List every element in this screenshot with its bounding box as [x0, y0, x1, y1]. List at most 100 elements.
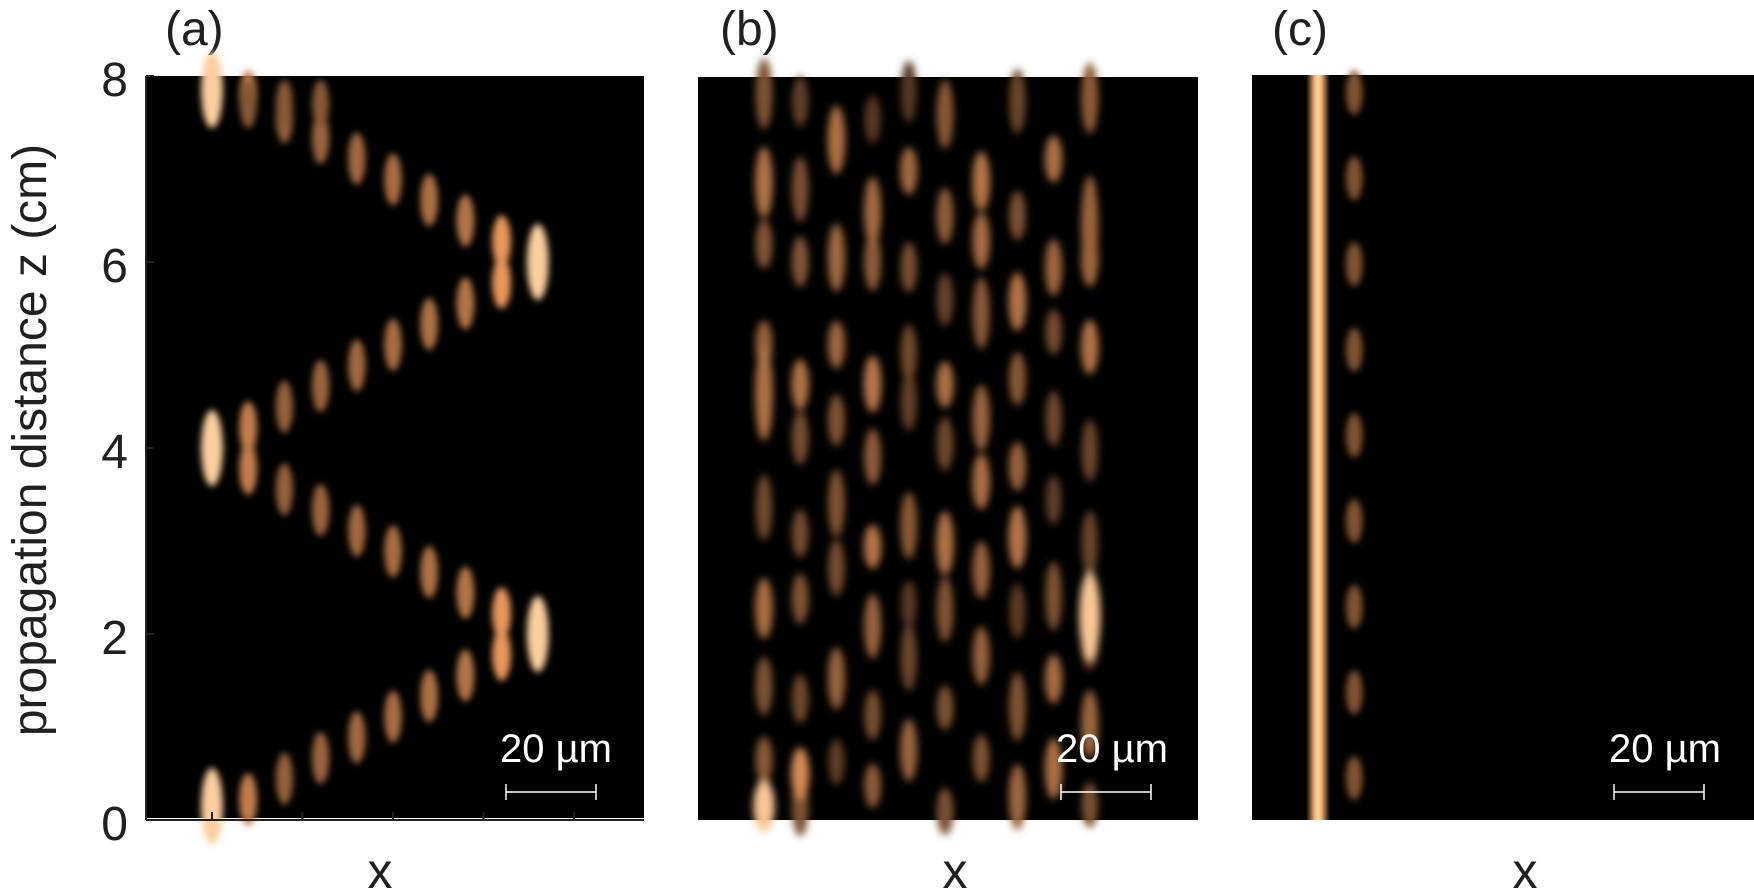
intensity-spot [1345, 756, 1363, 801]
intensity-spot [1045, 561, 1062, 631]
intensity-spot [755, 474, 773, 541]
intensity-spot [900, 718, 918, 782]
intensity-spot [791, 359, 810, 410]
intensity-spot [1345, 70, 1363, 115]
intensity-spot [900, 580, 917, 628]
intensity-spot [492, 256, 511, 309]
intensity-spot [864, 763, 882, 808]
intensity-spot [900, 241, 918, 293]
intensity-spot [1009, 191, 1026, 241]
intensity-spot [312, 484, 330, 536]
intensity-spot [972, 277, 990, 350]
intensity-spot [527, 224, 549, 300]
intensity-spot [276, 79, 293, 128]
intensity-spot [312, 112, 330, 164]
intensity-spot [1081, 175, 1099, 276]
intensity-spot [1008, 442, 1026, 491]
intensity-spot [863, 176, 882, 246]
intensity-spot [275, 380, 293, 433]
intensity-spot [972, 384, 990, 451]
intensity-spot [239, 79, 257, 128]
x-axis-label-a: x [368, 843, 393, 892]
intensity-spot [420, 670, 439, 722]
intensity-spot [348, 504, 366, 557]
intensity-spot [1008, 506, 1027, 569]
intensity-spot [827, 105, 846, 174]
panel-a: (a) 20 µm x [145, 3, 644, 892]
intensity-spot [1080, 319, 1099, 375]
intensity-spot [1044, 238, 1063, 296]
intensity-spot [936, 577, 954, 642]
y-tick-0: 0 [101, 798, 128, 851]
intensity-spot [791, 509, 809, 558]
intensity-spot [456, 566, 475, 619]
intensity-spot [900, 623, 917, 691]
intensity-spot [972, 151, 991, 212]
intensity-spot [492, 628, 511, 681]
intensity-spot [420, 298, 439, 350]
intensity-spot [1081, 62, 1099, 134]
panel-label-c: (c) [1272, 3, 1328, 56]
y-tick-8: 8 [101, 54, 128, 107]
intensity-spot [827, 320, 846, 369]
intensity-spot [900, 324, 917, 383]
y-axis-label: propagation distance z (cm) [4, 144, 57, 736]
intensity-spot [384, 153, 402, 206]
panel-c-intensity-map [1306, 70, 1363, 820]
intensity-spot [1345, 327, 1363, 372]
intensity-spot [1081, 510, 1098, 576]
intensity-spot [791, 156, 809, 222]
x-axis-label-b: x [943, 843, 968, 892]
intensity-spot [1345, 242, 1363, 287]
intensity-spot [828, 394, 845, 446]
panel-b-intensity-map [753, 58, 1101, 837]
y-axis-labels: 8 6 4 2 0 propagation distance z (cm) [4, 54, 128, 851]
panel-c: (c) 20 µm x [1252, 3, 1754, 892]
intensity-spot [827, 223, 846, 292]
intensity-spot [1044, 738, 1063, 800]
intensity-spot [791, 747, 810, 800]
intensity-spot [1009, 583, 1026, 639]
intensity-spot [1345, 499, 1363, 544]
intensity-spot [492, 587, 511, 640]
panel-c-background [1252, 75, 1754, 820]
intensity-spot [275, 463, 293, 516]
panel-a-intensity-map [201, 51, 549, 845]
intensity-spot [792, 674, 809, 724]
intensity-spot [1045, 390, 1062, 447]
intensity-spot [828, 539, 845, 596]
intensity-spot [827, 647, 845, 710]
intensity-spot [755, 736, 773, 784]
intensity-spot [755, 656, 773, 716]
scale-bar-c [1613, 784, 1705, 800]
y-tick-6: 6 [101, 240, 128, 293]
intensity-spot [1345, 584, 1363, 629]
intensity-spot [972, 626, 990, 685]
scale-bar-a [505, 784, 597, 800]
intensity-spot [456, 277, 475, 330]
intensity-spot [1081, 419, 1098, 482]
intensity-spot [312, 360, 330, 412]
intensity-spot [828, 739, 845, 785]
intensity-spot [1044, 135, 1063, 183]
panel-label-b: (b) [720, 3, 779, 56]
intensity-spot [936, 416, 954, 471]
intensity-spot [792, 76, 809, 127]
intensity-spot [864, 428, 882, 486]
scale-bar-label-c: 20 µm [1609, 727, 1721, 771]
intensity-spot [936, 273, 954, 326]
intensity-spot [900, 60, 917, 123]
intensity-spot [239, 401, 258, 454]
intensity-spot [312, 79, 329, 128]
intensity-spot [936, 79, 954, 149]
intensity-spot [1044, 654, 1063, 704]
intensity-spot [384, 690, 402, 743]
intensity-spot [312, 732, 330, 784]
intensity-spot [791, 573, 809, 624]
intensity-spot [864, 95, 881, 144]
intensity-spot [972, 453, 990, 510]
intensity-spot [456, 194, 475, 247]
intensity-spot [1009, 68, 1026, 134]
scale-bar-label-b: 20 µm [1056, 727, 1168, 771]
leakage-spots [1345, 70, 1363, 801]
